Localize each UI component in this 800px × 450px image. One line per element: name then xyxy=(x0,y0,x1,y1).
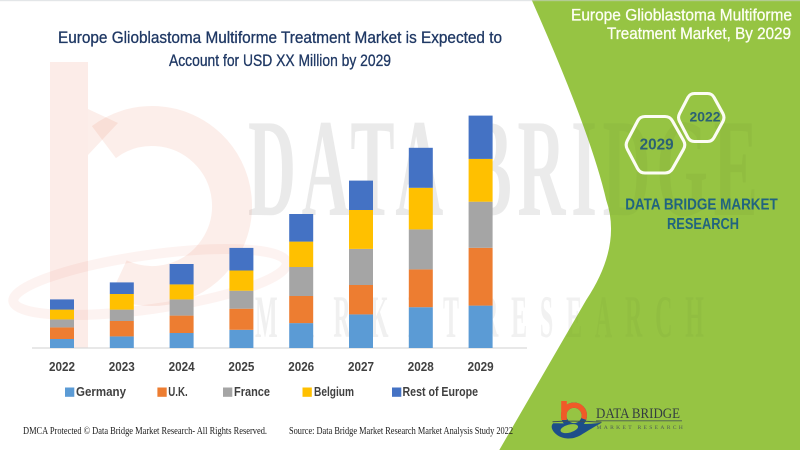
svg-text:Source: Data Bridge Market Res: Source: Data Bridge Market Research Mark… xyxy=(289,425,513,437)
svg-text:2026: 2026 xyxy=(288,359,314,374)
svg-text:2022: 2022 xyxy=(49,359,75,374)
svg-text:DATA BRIDGE MARKET: DATA BRIDGE MARKET xyxy=(625,197,778,214)
svg-text:Account for USD XX Million by: Account for USD XX Million by 2029 xyxy=(169,52,391,70)
svg-text:2025: 2025 xyxy=(228,359,254,374)
svg-text:MARKET RESEARCH: MARKET RESEARCH xyxy=(597,425,686,431)
svg-text:Europe Glioblastoma Multiforme: Europe Glioblastoma Multiforme Treatment… xyxy=(58,29,502,47)
svg-text:Treatment Market, By 2029: Treatment Market, By 2029 xyxy=(607,25,791,43)
svg-text:2029: 2029 xyxy=(468,359,494,374)
svg-text:2029: 2029 xyxy=(640,137,674,154)
svg-text:2027: 2027 xyxy=(348,359,374,374)
svg-text:Germany: Germany xyxy=(76,384,127,399)
svg-text:2022: 2022 xyxy=(690,109,721,125)
svg-text:Rest of Europe: Rest of Europe xyxy=(403,384,479,399)
svg-text:2023: 2023 xyxy=(109,359,135,374)
svg-text:France: France xyxy=(234,384,270,399)
svg-text:2024: 2024 xyxy=(169,359,196,374)
svg-text:Belgium: Belgium xyxy=(314,384,354,399)
svg-text:DATA BRIDGE: DATA BRIDGE xyxy=(596,406,680,422)
svg-text:U.K.: U.K. xyxy=(168,384,188,399)
svg-text:2028: 2028 xyxy=(408,359,434,374)
svg-text:RESEARCH: RESEARCH xyxy=(667,216,739,233)
svg-text:DMCA Protected © Data Bridge M: DMCA Protected © Data Bridge Market Rese… xyxy=(23,425,267,437)
svg-text:Europe Glioblastoma Multiforme: Europe Glioblastoma Multiforme xyxy=(571,6,792,24)
